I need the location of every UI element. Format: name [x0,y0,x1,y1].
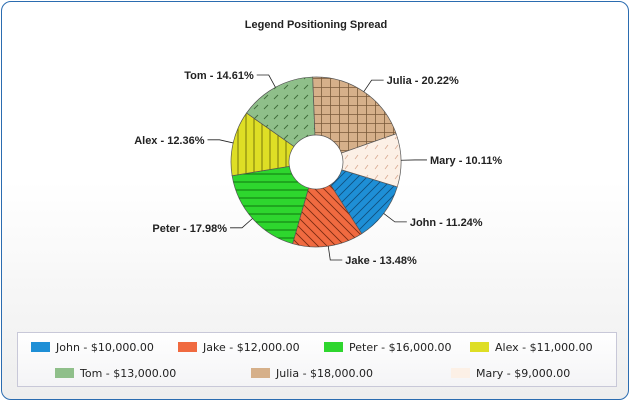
legend-label-alex: Alex - $11,000.00 [495,340,593,354]
legend-swatch-mary [451,368,470,378]
legend-item-john[interactable]: John - $10,000.00 [31,339,154,355]
pie-slice-hatch-mary [341,133,401,187]
pie-slice-hatch-jake [292,184,362,248]
callout-label-jake: Jake - 13.48% [345,255,417,267]
pie-slice-hatch-julia [312,77,397,154]
slice-callouts: John - 11.24% Jake - 13.48% Peter - 17.98%… [134,70,502,267]
legend-label-peter: Peter - $16,000.00 [349,340,452,354]
legend-swatch-julia [251,368,270,378]
leader-line-john [383,213,407,223]
leader-line-julia [363,79,384,92]
legend-swatch-john [31,342,50,352]
legend-item-tom[interactable]: Tom - $13,000.00 [55,365,176,381]
callout-label-alex: Alex - 12.36% [134,135,205,147]
legend-label-tom: Tom - $13,000.00 [80,366,177,380]
pie-slice-hatch-alex [231,113,294,176]
legend-item-alex[interactable]: Alex - $11,000.00 [470,339,593,355]
leader-line-alex [207,139,234,144]
legend-swatch-peter [324,342,343,352]
pie-slices [230,76,402,248]
legend-swatch-alex [470,342,489,352]
legend-label-julia: Julia - $18,000.00 [276,366,374,380]
callout-label-peter: Peter - 17.98% [152,223,227,235]
pie-slice-hatch-john [330,169,398,234]
callout-label-mary: Mary - 10.11% [430,155,502,167]
callout-label-john: John - 11.24% [410,217,483,229]
legend-item-mary[interactable]: Mary - $9,000.00 [451,365,570,381]
leader-line-peter [230,218,253,229]
legend-label-john: John - $10,000.00 [56,340,154,354]
legend-item-jake[interactable]: Jake - $12,000.00 [178,339,300,355]
legend-item-julia[interactable]: Julia - $18,000.00 [251,365,373,381]
legend: John - $10,000.00 Jake - $12,000.00 Peter … [17,332,617,387]
leader-lines [207,74,427,261]
leader-line-jake [327,246,343,261]
callout-label-julia: Julia - 20.22% [387,75,459,87]
chart-title: Legend Positioning Spread [245,19,387,31]
legend-swatch-jake [178,342,197,352]
legend-swatch-tom [55,368,74,378]
legend-label-jake: Jake - $12,000.00 [203,340,300,354]
leader-line-tom [256,74,276,88]
legend-label-mary: Mary - $9,000.00 [476,366,571,380]
callout-label-tom: Tom - 14.61% [184,70,254,82]
pie-slice-hatch-peter [232,166,309,244]
pie-slice-hatch-tom [246,77,315,147]
legend-item-peter[interactable]: Peter - $16,000.00 [324,339,452,355]
